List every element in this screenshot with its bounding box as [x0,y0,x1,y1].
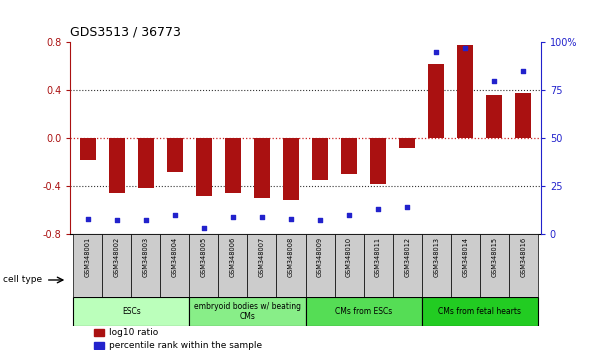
Bar [364,234,393,297]
Bar [79,138,96,160]
Text: ESCs: ESCs [122,307,141,316]
Text: CMs from fetal hearts: CMs from fetal hearts [438,307,521,316]
Bar [457,45,473,138]
Text: GDS3513 / 36773: GDS3513 / 36773 [70,26,181,39]
Bar [306,297,422,326]
Bar [283,138,299,200]
Bar [254,138,270,198]
Text: GSM348001: GSM348001 [85,237,90,277]
Text: cell type: cell type [3,275,42,285]
Bar [247,234,276,297]
Text: GSM348012: GSM348012 [404,237,410,277]
Text: CMs from ESCs: CMs from ESCs [335,307,392,316]
Text: embryoid bodies w/ beating
CMs: embryoid bodies w/ beating CMs [194,302,301,321]
Bar [196,138,212,196]
Bar [341,138,357,174]
Bar [312,138,328,180]
Text: GSM348003: GSM348003 [143,237,148,277]
Bar [399,138,415,148]
Point [373,206,383,212]
Bar [225,138,241,193]
Bar [94,342,104,349]
Bar [276,234,306,297]
Bar [73,297,189,326]
Text: GSM348008: GSM348008 [288,237,294,277]
Bar [167,138,183,172]
Bar [94,329,104,336]
Point [199,225,209,231]
Text: GSM348007: GSM348007 [259,237,265,277]
Bar [138,138,154,188]
Point [112,218,122,223]
Bar [131,234,160,297]
Text: GSM348002: GSM348002 [114,237,120,277]
Text: GSM348004: GSM348004 [172,237,178,277]
Point [315,218,325,223]
Bar [109,138,125,193]
Point [83,216,93,221]
Bar [370,138,386,184]
Bar [160,234,189,297]
Text: GSM348010: GSM348010 [346,237,352,277]
Bar [422,234,451,297]
Text: GSM348013: GSM348013 [433,237,439,277]
Text: GSM348005: GSM348005 [201,237,207,277]
Point [170,212,180,218]
Point [141,218,151,223]
Bar [480,234,509,297]
Point [489,78,499,84]
Bar [102,234,131,297]
Bar [451,234,480,297]
Text: GSM348011: GSM348011 [375,237,381,277]
Bar [335,234,364,297]
Bar [509,234,538,297]
Bar [189,234,218,297]
Point [431,49,441,55]
Point [344,212,354,218]
Point [402,204,412,210]
Bar [73,234,102,297]
Point [518,68,528,74]
Bar [393,234,422,297]
Bar [486,95,502,138]
Bar [515,93,532,138]
Bar [189,297,306,326]
Point [228,214,238,219]
Point [460,45,470,51]
Bar [306,234,335,297]
Text: GSM348009: GSM348009 [317,237,323,277]
Text: GSM348006: GSM348006 [230,237,236,277]
Point [257,214,267,219]
Bar [422,297,538,326]
Bar [428,64,444,138]
Bar [218,234,247,297]
Text: GSM348016: GSM348016 [521,237,526,277]
Text: GSM348014: GSM348014 [463,237,468,277]
Text: log10 ratio: log10 ratio [109,328,158,337]
Text: GSM348015: GSM348015 [491,237,497,277]
Point [286,216,296,221]
Text: percentile rank within the sample: percentile rank within the sample [109,341,262,350]
